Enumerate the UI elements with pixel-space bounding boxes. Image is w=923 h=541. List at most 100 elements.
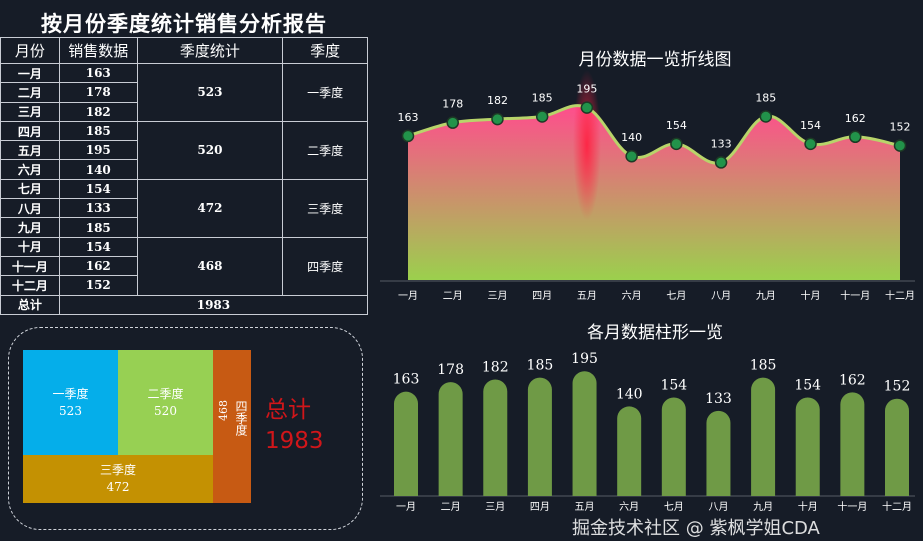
bar[interactable] [751,377,776,496]
bar-x-tick: 十二月 [882,500,912,513]
bar-x-tick: 一月 [396,501,416,513]
line-x-tick: 二月 [443,290,463,302]
bar-x-tick: 九月 [753,501,773,513]
line-point[interactable] [446,116,459,129]
bar[interactable] [885,398,909,496]
column-header: 销售数据 [58,37,138,64]
line-point[interactable] [535,110,549,123]
treemap-q4: 468 四季度 [213,350,251,503]
line-x-tick: 十月 [801,289,821,302]
month-cell: 十二月 [0,275,60,296]
column-header: 月份 [0,37,60,64]
bar[interactable] [483,379,508,496]
bar-x-tick: 四月 [530,501,550,513]
bar-x-tick: 二月 [441,501,461,513]
bar-data-label: 152 [884,379,911,395]
line-area-fill [408,105,900,280]
line-x-tick: 九月 [756,290,776,302]
line-data-label: 133 [711,137,732,150]
line-data-label: 185 [755,91,776,104]
bar[interactable] [572,371,597,496]
bar[interactable] [527,377,552,496]
table-row: 十月 154 468 四季度 [0,236,368,296]
bar-data-label: 182 [482,360,509,376]
treemap-value: 520 [154,403,177,418]
line-point[interactable] [625,149,638,163]
bar-x-tick: 七月 [664,501,684,513]
treemap-q1: 一季度 523 [23,350,118,455]
bar-x-tick: 五月 [575,501,595,513]
bar[interactable] [438,382,463,496]
bar-x-tick: 十一月 [837,500,867,513]
line-chart-title: 月份数据一览折线图 [579,50,732,70]
bar[interactable] [394,391,419,496]
line-data-label: 195 [576,83,597,96]
line-data-label: 154 [800,119,821,132]
table-row: 十二月 152 [0,275,368,296]
line-x-tick: 三月 [487,290,507,302]
line-data-label: 154 [666,119,687,132]
total-value: 1983 [265,428,324,454]
line-point[interactable] [849,130,862,144]
bar-x-tick: 八月 [708,501,728,513]
bar-x-tick: 十月 [798,500,818,513]
highlight-glow [572,70,601,220]
line-data-label: 185 [532,91,553,104]
line-point[interactable] [759,110,773,123]
line-x-tick: 六月 [622,290,642,302]
bar-chart-title: 各月数据柱形一览 [587,323,723,343]
line-data-label: 182 [487,94,508,107]
quarter-total-cell: 523 [136,63,284,122]
line-x-tick: 四月 [532,290,552,302]
total-cell: 1983 [58,294,369,315]
line-x-tick: 七月 [666,290,686,302]
bar-data-label: 195 [571,351,598,367]
quarter-total-cell: 468 [136,236,284,296]
sales-table: 月份 销售数据 季度统计 季度 一月 163 523 一季度 二月 178 三月 182 四月 185 5… [0,37,369,315]
line-point[interactable] [401,129,415,143]
line-point[interactable] [714,156,728,169]
treemap-frame [8,327,363,530]
quarter-cell: 一季度 [282,63,368,122]
watermark: 掘金技术社区 @ 紫枫学姐CDA [572,518,820,539]
bar-data-label: 154 [794,377,821,393]
line-data-label: 163 [398,111,419,124]
bar-data-label: 163 [393,372,420,388]
bar[interactable] [661,397,686,496]
bar[interactable] [840,392,865,496]
line-point[interactable] [670,137,683,151]
bar-data-label: 133 [705,391,732,407]
bar-data-label: 140 [616,386,643,402]
sales-cell: 195 [58,140,138,161]
quarter-cell: 二季度 [282,120,368,180]
bar[interactable] [706,410,731,496]
line-point[interactable] [893,139,907,152]
line-x-tick: 十二月 [885,289,915,302]
total-label: 总计 [265,397,311,423]
total-row: 总计 1983 [0,294,369,315]
page-title: 按月份季度统计销售分析报告 [41,12,327,36]
line-point[interactable] [804,137,817,151]
grand-total: 总计 1983 [265,395,324,457]
treemap-label: 二季度 [147,386,184,401]
table-row: 一月 163 523 一季度 [0,62,368,122]
month-cell: 七月 [0,178,60,200]
line-data-label: 152 [890,121,911,134]
bar-data-label: 178 [437,362,464,378]
table-row: 三月 182 [0,101,368,122]
treemap-value: 472 [106,480,130,494]
treemap-label: 一季度 [52,386,89,401]
month-cell: 四月 [0,120,60,142]
treemap-label: 三季度 [99,463,136,477]
line-point[interactable] [491,112,504,126]
line-data-label: 140 [621,131,642,144]
treemap-q3: 三季度 472 [23,455,213,503]
bar-data-label: 185 [527,358,554,374]
bar-x-tick: 六月 [619,501,639,513]
bar[interactable] [795,397,820,496]
header-row: 月份 销售数据 季度统计 季度 [0,37,368,64]
treemap-label: 四季度 [234,400,248,436]
bar-x-tick: 三月 [485,501,505,513]
bar[interactable] [617,406,642,496]
line-point[interactable] [580,101,594,114]
